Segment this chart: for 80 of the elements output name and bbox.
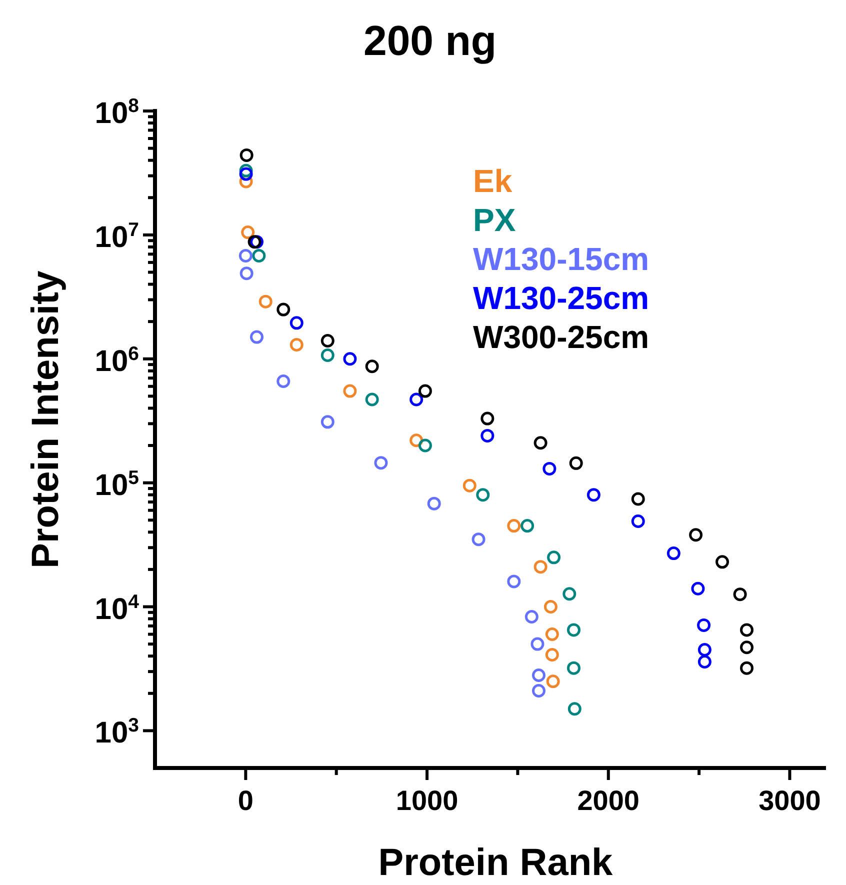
point [740, 623, 754, 637]
text: Ek [473, 163, 512, 199]
x-tick-label: 2000 [577, 785, 640, 816]
x-tick-label: 0 [238, 785, 254, 816]
point [530, 637, 544, 651]
text: W130-15cm [473, 241, 650, 277]
x-tick-label: 1000 [396, 785, 458, 816]
point [586, 488, 600, 502]
y-tick-label: 10$^{6}$ [94, 342, 140, 378]
point [544, 600, 558, 614]
series-label: W300-25cm [473, 319, 650, 355]
y-tick-label: 10$^{7}$ [94, 218, 139, 254]
point [418, 384, 432, 398]
point [740, 661, 754, 675]
text: PX [473, 202, 516, 238]
point [545, 648, 559, 662]
point [507, 574, 521, 588]
point [532, 668, 546, 682]
point [276, 374, 290, 388]
y-tick-label: 10$^{3}$ [94, 714, 140, 750]
point [524, 610, 538, 624]
point [240, 266, 254, 280]
chart-title: 200 ng [363, 17, 497, 64]
point [343, 352, 357, 366]
point [320, 334, 334, 348]
y-axis-title: Protein Intensity [25, 270, 67, 568]
point [290, 316, 304, 330]
text: W130-25cm [473, 280, 650, 316]
point [472, 532, 486, 546]
point [631, 514, 645, 528]
point [240, 148, 254, 162]
point [365, 392, 379, 406]
y-tick-label: 10$^{8}$ [94, 95, 140, 130]
point [566, 661, 580, 675]
point [252, 248, 266, 262]
point [566, 623, 580, 637]
point [427, 496, 441, 510]
point [698, 654, 712, 668]
point [697, 618, 711, 632]
point [476, 488, 490, 502]
point [542, 462, 556, 476]
point [250, 330, 264, 344]
point [238, 248, 252, 262]
point [239, 167, 253, 181]
y-tick-label: 10$^{5}$ [94, 466, 140, 502]
point [534, 436, 548, 450]
point [534, 560, 548, 574]
point [480, 428, 494, 442]
point [480, 412, 494, 426]
point [418, 438, 432, 452]
point [290, 338, 304, 352]
point [740, 640, 754, 654]
point [698, 642, 712, 656]
point [666, 546, 680, 560]
point [545, 628, 559, 641]
point [365, 360, 379, 374]
point [462, 478, 476, 492]
point [532, 684, 546, 698]
point [410, 392, 424, 406]
x-axis-title: Protein Rank [378, 842, 614, 884]
point [276, 302, 290, 316]
point [343, 384, 357, 398]
point [568, 702, 582, 716]
point [569, 456, 583, 470]
point [631, 492, 645, 506]
point [733, 588, 747, 602]
x-tick-label: 3000 [758, 785, 821, 816]
point [374, 456, 388, 470]
y-tick-label: 10$^{4}$ [94, 590, 140, 626]
point [562, 587, 576, 601]
point [689, 528, 703, 542]
point [320, 348, 334, 362]
point [507, 519, 521, 533]
point [547, 550, 561, 564]
point [546, 674, 560, 688]
point [320, 415, 334, 429]
point [716, 555, 730, 569]
point [691, 582, 705, 596]
point [258, 294, 272, 308]
point [520, 519, 534, 533]
